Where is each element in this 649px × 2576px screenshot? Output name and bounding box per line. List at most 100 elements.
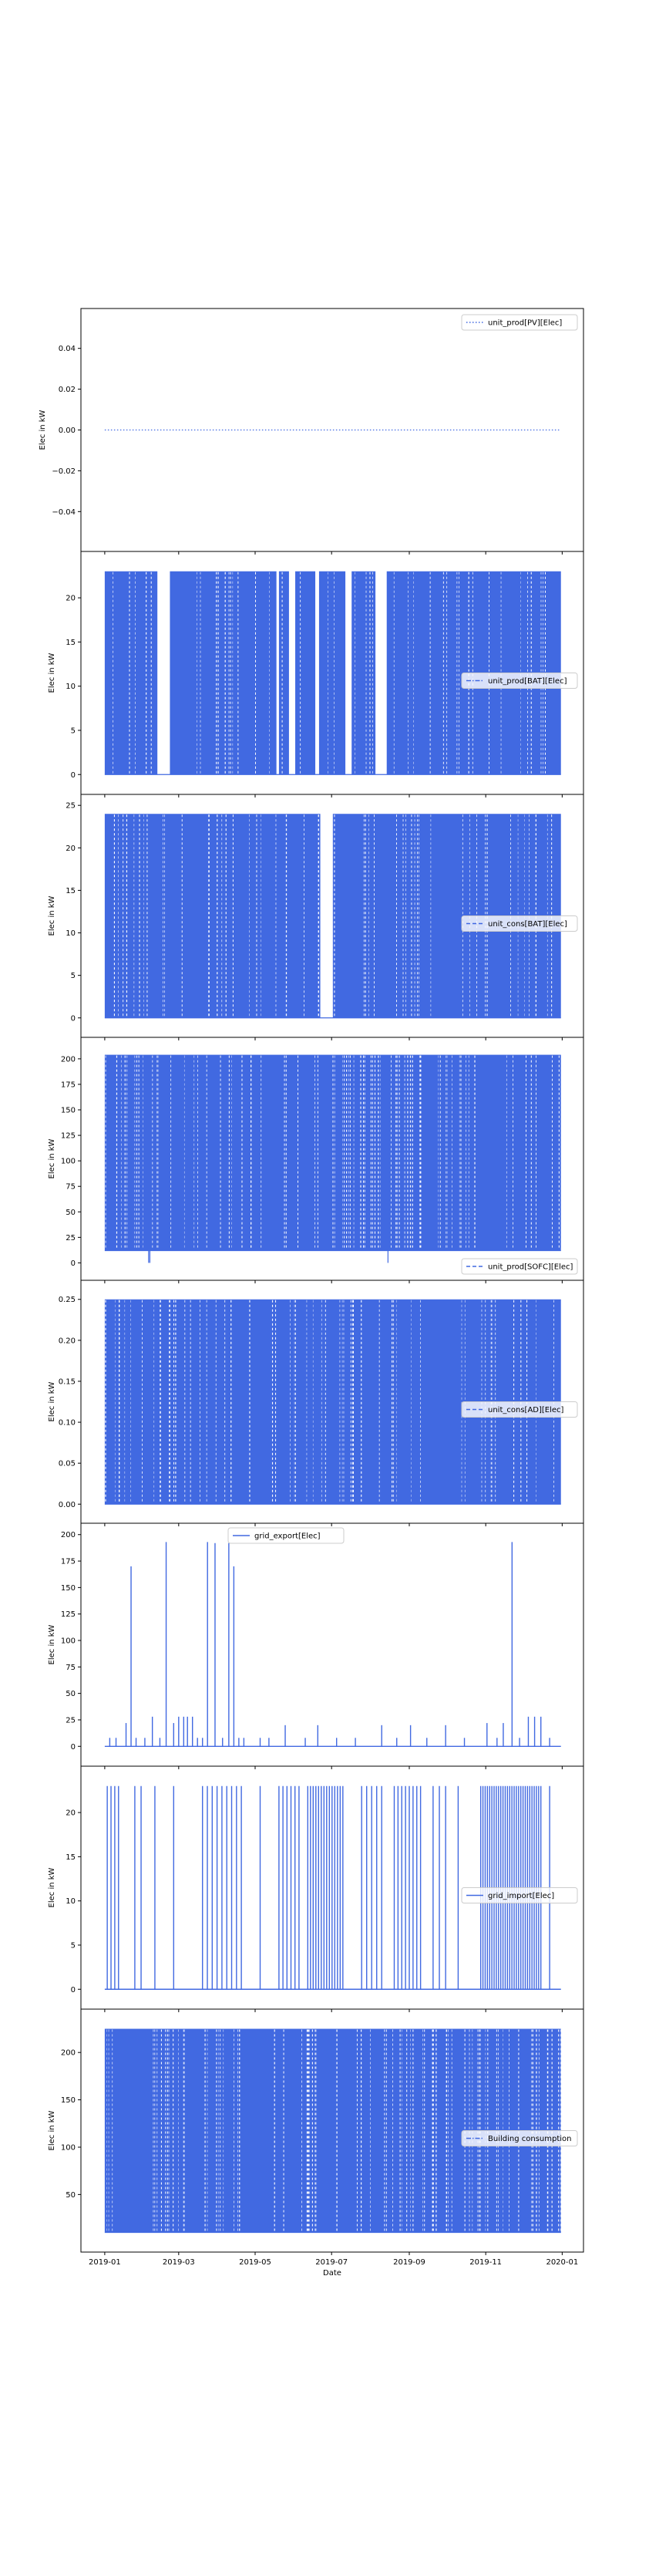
- legend: unit_prod[SOFC][Elec]: [461, 1258, 578, 1275]
- series-4: [104, 1054, 561, 1263]
- legend-label: unit_prod[SOFC][Elec]: [488, 1263, 573, 1272]
- y-tick-label: 10: [66, 683, 76, 691]
- subplot-8: 50 100 150 200 Elec in kW 2019-01 2019-03 2019-…: [48, 2008, 584, 2267]
- legend: Building consumption: [461, 2130, 578, 2146]
- legend-label: grid_import[Elec]: [488, 1892, 554, 1900]
- legend-label: grid_export[Elec]: [254, 1532, 321, 1541]
- subplot-4: 0 25 50 75 100 125 150 175 200 Elec in kW unit_pro…: [48, 1037, 584, 1283]
- series-band: [318, 571, 346, 775]
- y-tick-label: 15: [66, 1853, 76, 1862]
- axes-frame: [80, 2008, 584, 2253]
- x-tick-label: 2020-01: [546, 2258, 578, 2267]
- y-tick-label: 5: [71, 1941, 76, 1950]
- legend: grid_export[Elec]: [227, 1527, 345, 1544]
- y-tick-label: 0.02: [59, 386, 76, 394]
- y-tick-label: 100: [61, 1158, 76, 1166]
- y-tick-label: 0.20: [59, 1337, 76, 1345]
- y-tick-label: 10: [66, 929, 76, 938]
- legend-box: [461, 314, 578, 331]
- legend-box: [461, 2130, 578, 2146]
- y-tick-label: −0.02: [52, 467, 76, 476]
- y-tick-label: 200: [61, 1055, 76, 1064]
- y-tick-label: 125: [61, 1610, 76, 1619]
- x-tick-label: 2019-11: [469, 2258, 502, 2267]
- legend-box: [461, 1887, 578, 1903]
- subplot-7: 0 5 10 15 20 Elec in kW grid_import[Elec]: [48, 1765, 584, 2012]
- axes-frame: [80, 308, 584, 552]
- legend: unit_prod[PV][Elec]: [461, 314, 578, 331]
- legend: grid_import[Elec]: [461, 1887, 578, 1903]
- x-tick-label: 2019-05: [239, 2258, 271, 2267]
- y-tick-label: 0: [71, 1014, 76, 1023]
- legend: unit_cons[BAT][Elec]: [461, 915, 578, 932]
- y-tick-label: 150: [61, 2096, 76, 2105]
- y-tick-label: 200: [61, 2049, 76, 2058]
- y-tick-label: 0.15: [59, 1377, 76, 1386]
- y-tick-label: 100: [61, 1637, 76, 1646]
- y-tick-label: 200: [61, 1531, 76, 1539]
- y-tick-label: 20: [66, 595, 76, 603]
- axes-frame: [80, 1522, 584, 1767]
- y-axis-label: Elec in kW: [48, 1867, 56, 1907]
- x-tick-label: 2019-03: [163, 2258, 195, 2267]
- y-tick-label: 150: [61, 1107, 76, 1115]
- series-band: [278, 571, 289, 775]
- y-tick-label: 15: [66, 887, 76, 895]
- series-3: [104, 814, 561, 1019]
- y-axis-label: Elec in kW: [48, 1138, 56, 1178]
- subplot-6: 0 25 50 75 100 125 150 175 200 Elec in kW grid_exp…: [48, 1522, 584, 1769]
- legend-box: [461, 1258, 578, 1275]
- y-tick-label: 175: [61, 1081, 76, 1089]
- y-tick-label: 0: [71, 1986, 76, 1994]
- y-tick-label: 0.25: [59, 1296, 76, 1304]
- legend-label: unit_cons[AD][Elec]: [488, 1406, 564, 1414]
- x-tick-label: 2019-07: [315, 2258, 348, 2267]
- subplot-5: 0.00 0.05 0.10 0.15 0.20 0.25 Elec in kW unit_c…: [48, 1280, 584, 1526]
- y-tick-label: 20: [66, 845, 76, 853]
- y-tick-label: −0.04: [52, 508, 76, 517]
- y-tick-label: 175: [61, 1558, 76, 1566]
- y-tick-label: 15: [66, 639, 76, 647]
- y-tick-label: 25: [66, 1234, 76, 1242]
- subplot-2: 0 5 10 15 20 Elec in kW unit_prod[BAT][Elec]: [48, 551, 584, 797]
- y-tick-label: 5: [71, 972, 76, 980]
- y-tick-label: 75: [66, 1183, 76, 1192]
- legend: unit_cons[AD][Elec]: [461, 1401, 578, 1418]
- legend-label: unit_cons[BAT][Elec]: [488, 920, 567, 929]
- y-tick-label: 25: [66, 802, 76, 811]
- y-tick-label: 25: [66, 1716, 76, 1725]
- y-tick-label: 20: [66, 1809, 76, 1818]
- y-axis-label: Elec in kW: [48, 1381, 56, 1421]
- y-tick-label: 50: [66, 1209, 76, 1217]
- series-band: [295, 571, 316, 775]
- y-tick-label: 0.00: [59, 427, 76, 435]
- y-tick-label: 100: [61, 2143, 76, 2152]
- y-tick-label: 50: [66, 2191, 76, 2200]
- y-tick-label: 10: [66, 1897, 76, 1906]
- y-tick-label: 0.00: [59, 1501, 76, 1509]
- y-tick-label: 50: [66, 1690, 76, 1698]
- legend-box: [461, 915, 578, 932]
- series-band: [170, 571, 277, 775]
- legend: unit_prod[BAT][Elec]: [461, 673, 578, 689]
- series-6: [104, 1542, 561, 1747]
- y-axis-label: Elec in kW: [48, 1624, 56, 1664]
- y-tick-label: 0.10: [59, 1419, 76, 1428]
- subplot-1: −0.04 −0.02 0.00 0.02 0.04 Elec in kW unit_pro…: [39, 308, 584, 555]
- x-tick-label: 2019-09: [393, 2258, 425, 2267]
- y-tick-label: 75: [66, 1664, 76, 1672]
- legend-box: [227, 1527, 345, 1544]
- y-tick-label: 0: [71, 1259, 76, 1268]
- y-tick-label: 0.05: [59, 1460, 76, 1468]
- y-tick-label: 0: [71, 771, 76, 780]
- legend-box: [461, 1401, 578, 1418]
- legend-label: unit_prod[PV][Elec]: [488, 319, 562, 328]
- series-band: [104, 571, 158, 775]
- y-axis-label: Elec in kW: [48, 895, 56, 936]
- y-axis-label: Elec in kW: [39, 410, 47, 450]
- legend-label: unit_prod[BAT][Elec]: [488, 677, 567, 686]
- subplot-3: 0 5 10 15 20 25 Elec in kW unit_cons[BAT][Elec]: [48, 794, 584, 1040]
- y-tick-label: 150: [61, 1584, 76, 1593]
- series-band: [104, 814, 321, 1018]
